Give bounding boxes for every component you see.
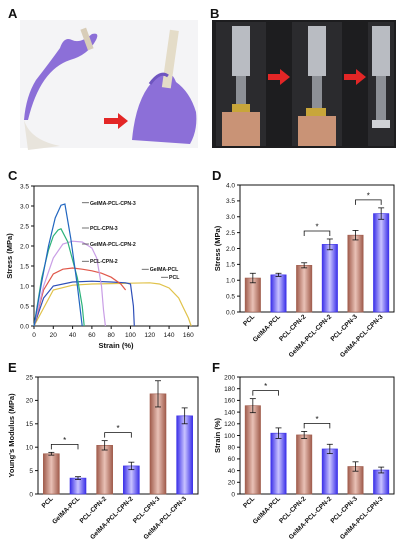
series-line-gelma-pcl [33,280,135,327]
significance-marker: * [116,424,119,433]
y-tick-label: 200 [224,374,235,381]
y-tick-label: 0 [29,491,33,498]
y-tick-label: 60 [228,456,236,463]
tensile-tester-photo [212,20,396,148]
x-tick-label: 20 [50,332,58,339]
y-tick-label: 3.5 [20,183,29,190]
y-tick-label: 1.5 [226,262,235,269]
y-tick-label: 120 [224,421,235,428]
x-tick-label: 140 [164,332,175,339]
y-tick-label: 25 [26,374,34,381]
annotation-label: PCL [169,275,180,281]
significance-bracket [303,423,331,429]
y-tick-label: 4.0 [226,182,235,189]
significance-marker: * [367,191,370,200]
y-tick-label: 2.0 [226,246,235,253]
annotation-label: PCL-CPN-2 [90,259,118,265]
y-axis-label: Stress (MPa) [5,233,14,279]
bar-gelma-pcl-cpn-2 [321,448,338,495]
y-tick-label: 1.0 [20,283,29,290]
y-axis-label: Young's Modulus (MPa) [7,393,16,478]
x-axis-label: Strain (%) [98,341,134,350]
y-tick-label: 180 [224,386,235,393]
y-tick-label: 10 [26,445,34,452]
significance-bracket [303,230,331,236]
y-tick-label: 40 [228,468,236,475]
annotation-label: GelMA-PCL-CPN-3 [90,201,136,207]
panel-letter-e: E [8,360,17,375]
y-tick-label: 2.0 [20,243,29,250]
y-tick-label: 5 [29,468,33,475]
panel-letter-c: C [8,168,18,183]
bar-pcl [244,405,261,495]
significance-bracket [104,432,132,438]
significance-marker: * [264,382,267,391]
category-label: GelMA-PCL-CPN-2 [288,495,334,541]
arrow-icon [104,113,128,129]
y-tick-label: 80 [228,445,236,452]
significance-marker: * [315,222,318,231]
annotation-label: PCL-CPN-3 [90,226,118,232]
plot-frame [37,376,199,495]
panel-letter-a: A [8,6,18,21]
y-tick-label: 160 [224,398,235,405]
significance-bracket [355,199,382,205]
annotation-label: GelMA-PCL-CPN-2 [90,242,136,248]
significance-marker: * [315,415,318,424]
x-tick-label: 100 [125,332,136,339]
y-tick-label: 1.5 [20,263,29,270]
series-line-gelma-pcl-cpn-3 [33,203,83,327]
y-axis-label: Stress (MPa) [213,225,222,271]
significance-bracket [252,390,279,396]
series-line-gelma-pcl-cpn-2 [33,240,106,327]
y-tick-label: 3.0 [20,203,29,210]
y-tick-label: 0.5 [226,293,235,300]
gloved-hands-photo [20,20,198,150]
category-label: GelMA-PCL [252,495,282,525]
y-axis-label: Strain (%) [213,418,222,454]
y-tick-label: 1.0 [226,278,235,285]
series-line-pcl [33,282,192,327]
y-tick-label: 0 [231,491,235,498]
category-label: PCL [242,495,256,509]
series-line-pcl-cpn-2 [33,267,127,327]
category-label: GelMA-PCL-CPN-3 [339,495,385,541]
y-tick-label: 140 [224,409,235,416]
y-tick-label: 2.5 [20,223,29,230]
bar-pcl-cpn-2 [296,434,313,495]
significance-marker: * [63,436,66,445]
panel-letter-b: B [210,6,220,21]
y-tick-label: 0.0 [226,309,235,316]
y-tick-label: 20 [26,398,34,405]
panel-letter-f: F [212,360,220,375]
x-tick-label: 160 [183,332,194,339]
y-tick-label: 3.5 [226,198,235,205]
x-tick-label: 120 [144,332,155,339]
y-tick-label: 20 [228,480,236,487]
x-tick-label: 80 [108,332,116,339]
plot-frame [239,376,395,495]
significance-bracket [50,443,79,450]
y-tick-label: 100 [224,433,235,440]
x-tick-label: 40 [69,332,77,339]
arrow-icon [344,69,366,85]
arrow-icon [268,69,290,85]
plot-frame [33,185,199,327]
bar-gelma-pcl [270,432,287,495]
annotation-label: GelMA-PCL [150,267,179,273]
panel-letter-d: D [212,168,222,183]
bar-gelma-pcl-cpn-3 [373,469,390,495]
y-tick-label: 0.5 [20,303,29,310]
y-tick-label: 15 [26,421,34,428]
x-tick-label: 60 [88,332,96,339]
y-tick-label: 2.5 [226,230,235,237]
y-tick-label: 0.0 [20,323,29,330]
photo-panels [20,20,396,150]
x-tick-label: 0 [32,332,36,339]
y-tick-label: 3.0 [226,214,235,221]
